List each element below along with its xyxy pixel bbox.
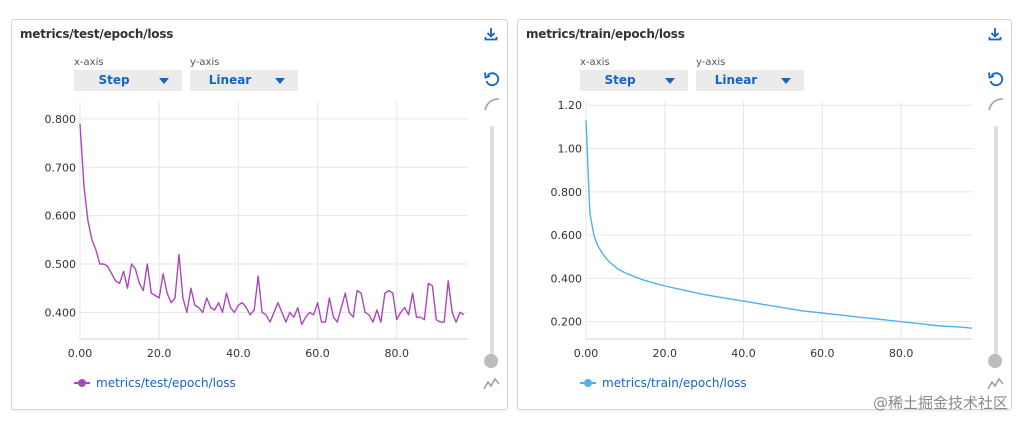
series-line (79, 123, 465, 326)
x-tick-label: 20.0 (147, 347, 172, 360)
x-axis-value: Step (604, 73, 636, 87)
legend-label: metrics/train/epoch/loss (602, 376, 747, 390)
watermark: @稀土掘金技术社区 (872, 394, 1008, 412)
y-tick-label: 0.500 (45, 258, 77, 271)
y-tick-label: 0.600 (45, 210, 77, 223)
x-tick-label: 40.0 (226, 347, 251, 360)
x-axis-dropdown[interactable]: Step (580, 70, 688, 91)
y-axis-dropdown[interactable]: Linear (190, 70, 298, 91)
smoothing-slider-thumb[interactable] (484, 354, 498, 368)
download-icon[interactable] (987, 26, 1003, 42)
legend-label: metrics/test/epoch/loss (96, 376, 236, 390)
x-axis-label: x-axis (580, 57, 610, 68)
smoothing-slider-thumb[interactable] (988, 354, 1002, 368)
sparkline-icon[interactable] (483, 376, 501, 390)
y-tick-label: 0.800 (551, 186, 583, 199)
chart-tools (981, 68, 1011, 398)
card-title: metrics/test/epoch/loss (20, 27, 174, 41)
caret-down-icon (781, 78, 791, 84)
train-loss-chart[interactable]: 0.200 0.400 0.600 0.800 1.00 1.20 0.00 20.0 40.0… (518, 96, 988, 376)
y-tick-label: 0.800 (45, 113, 77, 126)
test-loss-chart[interactable]: 0.400 0.500 0.600 0.700 0.800 0.00 20.0 40.0 60.… (12, 96, 482, 376)
legend: metrics/test/epoch/loss (74, 376, 236, 390)
caret-down-icon (159, 78, 169, 84)
test-loss-card: metrics/test/epoch/loss x-axis y-axis St… (11, 19, 508, 410)
train-loss-card: metrics/train/epoch/loss x-axis y-axis S… (517, 19, 1012, 410)
y-tick-label: 0.700 (45, 161, 77, 174)
card-title: metrics/train/epoch/loss (526, 27, 685, 41)
y-axis-label: y-axis (696, 57, 726, 68)
legend-swatch (580, 378, 596, 388)
x-tick-label: 40.0 (731, 347, 756, 360)
y-tick-label: 1.20 (558, 99, 583, 112)
caret-down-icon (665, 78, 675, 84)
reset-zoom-icon[interactable] (483, 70, 501, 88)
chart-tools (477, 68, 507, 398)
x-axis-dropdown[interactable]: Step (74, 70, 182, 91)
series-line (585, 120, 973, 329)
legend: metrics/train/epoch/loss (580, 376, 747, 390)
x-tick-label: 80.0 (889, 347, 914, 360)
y-tick-label: 0.200 (551, 316, 583, 329)
y-axis-value: Linear (208, 73, 252, 87)
reset-zoom-icon[interactable] (987, 70, 1005, 88)
y-tick-label: 0.600 (551, 229, 583, 242)
legend-swatch (74, 378, 90, 388)
y-axis-dropdown[interactable]: Linear (696, 70, 804, 91)
y-axis-label: y-axis (190, 57, 220, 68)
smoothing-icon[interactable] (483, 96, 501, 112)
x-tick-label: 0.00 (68, 347, 93, 360)
y-tick-label: 1.00 (558, 143, 583, 156)
y-tick-label: 0.400 (551, 272, 583, 285)
caret-down-icon (275, 78, 285, 84)
smoothing-slider-track[interactable] (994, 126, 998, 360)
x-tick-label: 60.0 (810, 347, 835, 360)
x-axis-value: Step (98, 73, 130, 87)
smoothing-icon[interactable] (987, 96, 1005, 112)
y-tick-label: 0.400 (45, 306, 77, 319)
sparkline-icon[interactable] (987, 376, 1005, 390)
y-axis-value: Linear (714, 73, 758, 87)
download-icon[interactable] (483, 26, 499, 42)
x-tick-label: 20.0 (653, 347, 678, 360)
x-axis-label: x-axis (74, 57, 104, 68)
x-tick-label: 80.0 (384, 347, 409, 360)
smoothing-slider-track[interactable] (490, 126, 494, 360)
x-tick-label: 60.0 (305, 347, 330, 360)
x-tick-label: 0.00 (574, 347, 599, 360)
